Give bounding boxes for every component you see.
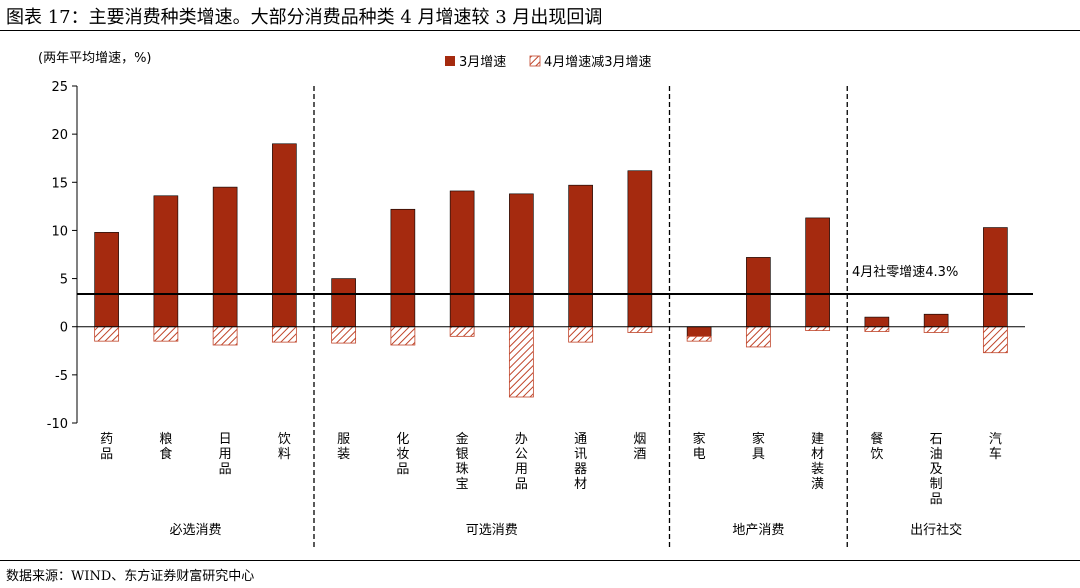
group-label: 必选消费 xyxy=(169,523,221,538)
bar-3月增速-药品 xyxy=(94,232,119,328)
legend-swatch-4月增速减3月增速 xyxy=(529,55,541,67)
legend-swatch-3月增速 xyxy=(445,56,455,66)
x-tick-label: 石油及制品 xyxy=(930,432,943,507)
bar-3月增速-汽车 xyxy=(983,227,1008,328)
group-label: 地产消费 xyxy=(732,523,784,538)
bar-3月增速-餐饮 xyxy=(864,316,890,328)
reference-line-label: 4月社零增速4.3% xyxy=(852,264,958,280)
x-tick-label: 烟酒 xyxy=(633,432,646,462)
bar-4月增速减3月增速-烟酒 xyxy=(627,326,653,333)
bar-4月增速减3月增速-石油及制品 xyxy=(923,326,949,333)
bar-3月增速-石油及制品 xyxy=(923,313,949,328)
bar-4月增速减3月增速-办公用品 xyxy=(508,326,534,398)
y-tick-label: 10 xyxy=(51,224,68,239)
legend-label-4月增速减3月增速: 4月增速减3月增速 xyxy=(544,55,652,70)
y-tick-label: 20 xyxy=(51,128,68,143)
series-3月增速 xyxy=(94,143,1008,337)
y-tick-label: -5 xyxy=(55,369,68,384)
x-tick-label: 家具 xyxy=(752,431,765,462)
bar-4月增速减3月增速-家具 xyxy=(745,326,771,348)
y-tick-label: 5 xyxy=(60,273,68,288)
group-label: 可选消费 xyxy=(466,523,518,538)
x-tick-label: 日用品 xyxy=(219,432,232,477)
x-tick-label: 汽车 xyxy=(989,432,1002,462)
bar-3月增速-饮料 xyxy=(272,143,297,328)
figure-source: 数据来源：WIND、东方证券财富研究中心 xyxy=(6,569,255,584)
chart: (两年平均增速，%) 3月增速 4月增速减3月增速 25 20 15 10 5 0 -5 -1… xyxy=(38,51,1033,550)
x-tick-label: 通讯器材 xyxy=(574,432,587,492)
bar-4月增速减3月增速-粮食 xyxy=(153,326,179,342)
y-axis: 25 20 15 10 5 0 -5 -10 xyxy=(47,80,77,432)
bar-3月增速-金银珠宝 xyxy=(449,190,475,328)
bar-3月增速-服装 xyxy=(331,278,356,328)
category-labels: 药品 粮食 日用品 饮料 服装 化妆品 金银珠宝 办公用品 通讯器材 烟酒 家电 家具 建材装潢 餐饮 石油… xyxy=(100,431,1002,507)
figure-title: 图表 17：主要消费种类增速。大部分消费品种类 4 月增速较 3 月出现回调 xyxy=(6,7,603,28)
bar-4月增速减3月增速-餐饮 xyxy=(864,326,890,332)
bar-3月增速-建材装潢 xyxy=(805,217,830,328)
bar-4月增速减3月增速-家电 xyxy=(686,335,712,342)
bar-4月增速减3月增速-药品 xyxy=(94,326,120,342)
axes xyxy=(76,86,1025,423)
group-dividers xyxy=(313,86,848,550)
bar-4月增速减3月增速-汽车 xyxy=(982,326,1008,354)
y-tick-label: 0 xyxy=(60,321,68,336)
bar-3月增速-化妆品 xyxy=(390,208,416,328)
x-tick-label: 餐饮 xyxy=(870,431,883,462)
bar-4月增速减3月增速-建材装潢 xyxy=(805,326,831,331)
x-tick-label: 服装 xyxy=(337,432,350,462)
bar-4月增速减3月增速-化妆品 xyxy=(390,326,416,346)
bar-4月增速减3月增速-服装 xyxy=(331,326,357,344)
y-tick-label: 15 xyxy=(51,176,68,191)
bar-3月增速-家具 xyxy=(746,257,771,328)
bar-3月增速-日用品 xyxy=(212,186,238,328)
x-tick-label: 办公用品 xyxy=(515,432,528,492)
x-tick-label: 建材装潢 xyxy=(811,432,824,492)
x-tick-label: 化妆品 xyxy=(396,432,409,477)
x-tick-label: 饮料 xyxy=(278,432,291,462)
y-axis-label: (两年平均增速，%) xyxy=(38,51,152,66)
x-tick-label: 药品 xyxy=(100,432,113,462)
x-tick-label: 粮食 xyxy=(159,432,172,462)
x-tick-label: 金银珠宝 xyxy=(456,431,469,492)
group-labels: 必选消费 可选消费 地产消费 出行社交 xyxy=(169,522,962,538)
y-tick-label: 25 xyxy=(51,80,68,95)
bar-4月增速减3月增速-日用品 xyxy=(212,326,238,346)
bar-4月增速减3月增速-金银珠宝 xyxy=(449,326,475,337)
bar-3月增速-烟酒 xyxy=(627,170,653,328)
series-4月增速减3月增速 xyxy=(94,326,1008,398)
bar-3月增速-粮食 xyxy=(153,195,179,328)
title-rule xyxy=(0,30,1080,31)
bar-4月增速减3月增速-通讯器材 xyxy=(568,326,594,343)
x-tick-label: 家电 xyxy=(693,431,706,462)
bar-3月增速-办公用品 xyxy=(509,193,534,328)
y-tick-label: -10 xyxy=(47,417,68,432)
bar-4月增速减3月增速-饮料 xyxy=(271,326,297,343)
legend-label-3月增速: 3月增速 xyxy=(459,55,506,70)
bar-3月增速-通讯器材 xyxy=(568,184,593,328)
group-label: 出行社交 xyxy=(910,522,962,538)
bar-3月增速-家电 xyxy=(686,326,712,337)
legend: 3月增速 4月增速减3月增速 xyxy=(445,55,652,70)
source-rule xyxy=(0,560,1080,561)
